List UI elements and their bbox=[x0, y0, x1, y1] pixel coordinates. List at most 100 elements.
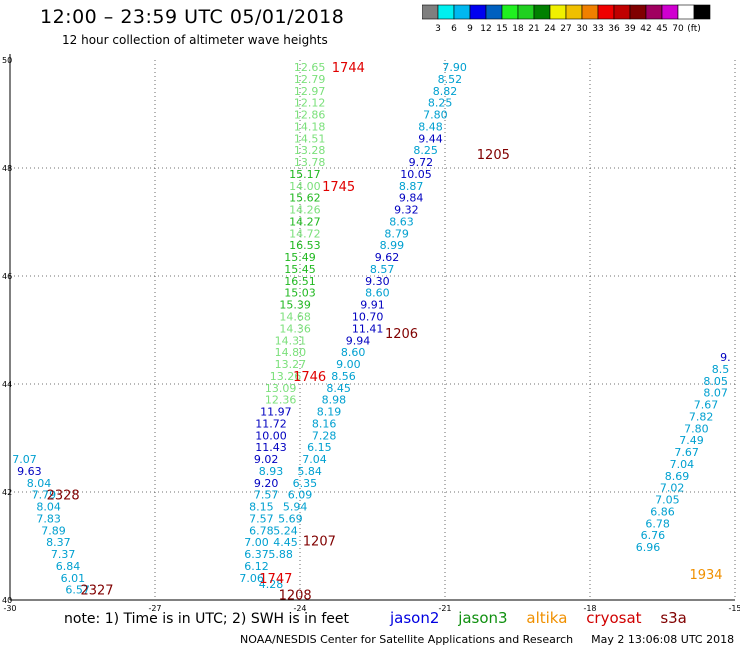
legend-jason2: jason2 bbox=[390, 609, 440, 627]
wave-height-value: 14.51 bbox=[294, 132, 326, 145]
wave-height-value: 7.57 bbox=[249, 512, 274, 525]
wave-height-value: 9.30 bbox=[365, 275, 390, 288]
latitude-tick-label: 46 bbox=[2, 272, 12, 281]
colorbar-label: 27 bbox=[560, 24, 571, 34]
longitude-tick-label: -24 bbox=[293, 604, 306, 613]
wave-height-value: 14.36 bbox=[279, 322, 311, 335]
wave-height-value: 7.04 bbox=[670, 458, 695, 471]
longitude-tick-label: -18 bbox=[583, 604, 596, 613]
wave-height-value: 7.02 bbox=[660, 482, 685, 495]
pass-time-label: 1207 bbox=[303, 535, 336, 550]
wave-height-value: 14.18 bbox=[294, 120, 326, 133]
wave-height-value: 10.70 bbox=[352, 311, 384, 324]
wave-height-value: 7.06 bbox=[239, 572, 264, 585]
wave-height-value: 7.67 bbox=[694, 399, 719, 412]
generated-timestamp: May 2 13:06:08 UTC 2018 bbox=[591, 633, 735, 646]
wave-height-value: 15.39 bbox=[279, 299, 311, 312]
wave-height-value: 8.98 bbox=[322, 394, 347, 407]
wave-height-value: 8.82 bbox=[433, 85, 458, 98]
latitude-tick-label: 40 bbox=[2, 596, 12, 605]
latitude-tick-label: 50 bbox=[2, 56, 12, 65]
wave-height-value: 8.45 bbox=[326, 382, 351, 395]
latitude-tick-label: 42 bbox=[2, 488, 12, 497]
pass-time-label: 1744 bbox=[332, 61, 365, 76]
wave-height-value: 15.62 bbox=[289, 192, 321, 205]
wave-height-value: 9.00 bbox=[336, 358, 361, 371]
wave-height-value: 13.27 bbox=[275, 358, 307, 371]
wave-height-value: 8.15 bbox=[249, 501, 274, 514]
colorbar-label: 18 bbox=[512, 24, 524, 34]
wave-height-value: 6.01 bbox=[61, 572, 86, 585]
wave-height-value: 8.60 bbox=[341, 346, 366, 359]
latitude-tick-label: 48 bbox=[2, 164, 12, 173]
wave-height-value: 8.63 bbox=[389, 215, 414, 228]
pass-time-label: 1746 bbox=[293, 370, 326, 385]
wave-height-value: 8.60 bbox=[365, 287, 390, 300]
wave-height-value: 5.24 bbox=[273, 524, 298, 537]
wave-height-value: 8.04 bbox=[36, 501, 61, 514]
wave-height-value: 4.45 bbox=[273, 536, 298, 549]
wave-height-value: 6.15 bbox=[307, 441, 332, 454]
wave-height-value: 8.87 bbox=[399, 180, 424, 193]
pass-time-label: 1208 bbox=[279, 589, 312, 604]
wave-height-value: 14.26 bbox=[289, 204, 321, 217]
wave-height-value: 8.04 bbox=[27, 477, 52, 490]
pass-time-label: 2327 bbox=[80, 584, 113, 599]
wave-height-value: 9. bbox=[720, 351, 731, 364]
legend-cryosat: cryosat bbox=[586, 609, 642, 627]
wave-height-value: 11.97 bbox=[260, 406, 292, 419]
wave-height-value: 8.16 bbox=[312, 417, 337, 430]
wave-height-value: 8.19 bbox=[317, 406, 342, 419]
wave-height-value: 5.84 bbox=[297, 465, 322, 478]
legend-altika: altika bbox=[526, 609, 568, 627]
wave-height-value: 15.17 bbox=[289, 168, 321, 181]
wave-height-value: 14.72 bbox=[289, 227, 321, 240]
wave-height-value: 9.32 bbox=[394, 204, 419, 217]
wave-height-value: 15.49 bbox=[284, 251, 316, 264]
map-subtitle: 12 hour collection of altimeter wave hei… bbox=[62, 33, 328, 47]
wave-height-value: 8.79 bbox=[384, 227, 409, 240]
wave-height-value: 12.65 bbox=[294, 61, 326, 74]
pass-time-label: 2328 bbox=[47, 489, 80, 504]
pass-time-label: 1745 bbox=[322, 180, 355, 195]
wave-height-value: 16.51 bbox=[284, 275, 316, 288]
wave-height-value: 9.84 bbox=[399, 192, 424, 205]
wave-height-value: 9.63 bbox=[17, 465, 42, 478]
colorbar-label: 24 bbox=[544, 24, 556, 34]
wave-height-value: 5.88 bbox=[268, 548, 293, 561]
colorbar-label: 33 bbox=[592, 24, 603, 34]
wave-height-value: 6.09 bbox=[288, 489, 313, 502]
colorbar-label: 9 bbox=[467, 24, 473, 34]
wave-height-value: 11.72 bbox=[255, 417, 287, 430]
wave-height-value: 7.28 bbox=[312, 429, 337, 442]
colorbar-label: 39 bbox=[624, 24, 636, 34]
longitude-tick-label: -15 bbox=[728, 604, 740, 613]
wave-height-value: 9.62 bbox=[375, 251, 400, 264]
map-title: 12:00 – 23:59 UTC 05/01/2018 bbox=[40, 6, 345, 28]
wave-height-value: 7.90 bbox=[442, 61, 467, 74]
wave-height-value: 6.37 bbox=[244, 548, 269, 561]
wave-height-value: 6.84 bbox=[56, 560, 81, 573]
wave-height-colorbar: 3 6 9 12 15 18 21 24 27 30 33 36 39 42 45 70 (ft) bbox=[422, 4, 711, 34]
wave-height-value: 7.07 bbox=[12, 453, 37, 466]
wave-height-value: 7.00 bbox=[244, 536, 269, 549]
wave-height-value: 8.25 bbox=[413, 144, 438, 157]
pass-time-label: 1206 bbox=[385, 327, 418, 342]
wave-height-value: 8.07 bbox=[703, 387, 728, 400]
wave-height-value: 7.89 bbox=[41, 524, 66, 537]
wave-height-value: 6.96 bbox=[636, 541, 661, 554]
wave-height-value: 8.99 bbox=[380, 239, 405, 252]
wave-height-value: 14.31 bbox=[275, 334, 307, 347]
wave-height-value: 8.37 bbox=[46, 536, 71, 549]
wave-height-value: 12.79 bbox=[294, 73, 326, 86]
colorbar-label: 42 bbox=[640, 24, 651, 34]
wave-height-value: 7.57 bbox=[254, 489, 279, 502]
colorbar-label: 21 bbox=[528, 24, 539, 34]
wave-height-value: 14.27 bbox=[289, 215, 321, 228]
wave-height-value: 7.49 bbox=[679, 434, 704, 447]
legend-s3a: s3a bbox=[660, 609, 687, 627]
wave-height-value: 11.41 bbox=[352, 322, 384, 335]
pass-time-label: 1747 bbox=[259, 572, 292, 587]
pass-time-label: 1205 bbox=[477, 148, 510, 163]
